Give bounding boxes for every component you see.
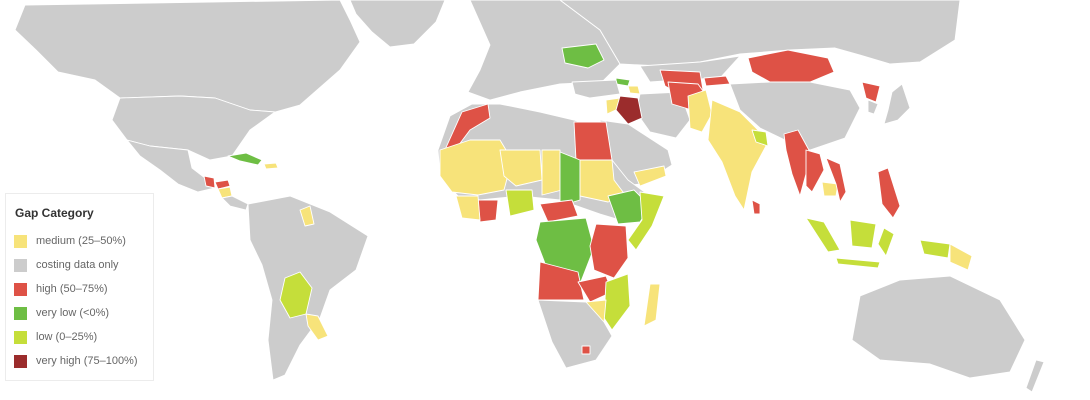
legend-label: low (0–25%) bbox=[36, 331, 98, 343]
legend-item-very-high[interactable]: very high (75–100%) bbox=[14, 349, 145, 373]
legend-swatch-very-high bbox=[14, 354, 27, 368]
pakistan[interactable] bbox=[687, 89, 713, 133]
niger[interactable] bbox=[499, 149, 543, 187]
armenia[interactable] bbox=[627, 85, 641, 95]
russia[interactable] bbox=[559, 0, 961, 67]
legend-label: high (50–75%) bbox=[36, 283, 108, 295]
central-america-south[interactable] bbox=[221, 195, 249, 211]
madagascar[interactable] bbox=[643, 283, 661, 327]
mozambique[interactable] bbox=[603, 273, 631, 331]
chad[interactable] bbox=[541, 149, 563, 196]
legend-label: costing data only bbox=[36, 259, 119, 271]
guyana[interactable] bbox=[299, 205, 315, 227]
indonesia-papua[interactable] bbox=[919, 239, 951, 259]
new-zealand[interactable] bbox=[1025, 359, 1045, 393]
turkey[interactable] bbox=[571, 79, 621, 99]
sudan[interactable] bbox=[559, 151, 581, 207]
yemen[interactable] bbox=[633, 165, 667, 187]
legend-label: very high (75–100%) bbox=[36, 355, 138, 367]
honduras[interactable] bbox=[214, 179, 231, 190]
hispaniola[interactable] bbox=[263, 162, 279, 170]
southern-africa[interactable] bbox=[537, 299, 613, 369]
sahel-west[interactable] bbox=[439, 139, 513, 196]
somalia[interactable] bbox=[627, 191, 665, 251]
vietnam[interactable] bbox=[825, 157, 847, 203]
north-korea[interactable] bbox=[861, 81, 881, 103]
australia[interactable] bbox=[851, 275, 1026, 379]
sri-lanka[interactable] bbox=[751, 199, 761, 215]
south-korea[interactable] bbox=[867, 99, 879, 115]
ghana-region[interactable] bbox=[455, 195, 481, 221]
legend-item-low[interactable]: low (0–25%) bbox=[14, 325, 145, 349]
myanmar[interactable] bbox=[783, 129, 811, 197]
legend-item-very-low[interactable]: very low (<0%) bbox=[14, 301, 145, 325]
philippines[interactable] bbox=[877, 167, 901, 219]
legend-title: Gap Category bbox=[15, 206, 94, 220]
legend-item-high[interactable]: high (50–75%) bbox=[14, 277, 145, 301]
canada[interactable] bbox=[14, 0, 361, 113]
legend-label: very low (<0%) bbox=[36, 307, 110, 319]
thailand[interactable] bbox=[805, 149, 825, 193]
iraq[interactable] bbox=[615, 95, 643, 125]
greenland[interactable] bbox=[349, 0, 446, 48]
legend-swatch-low bbox=[14, 330, 27, 344]
indonesia-sulawesi[interactable] bbox=[877, 227, 895, 257]
india[interactable] bbox=[707, 99, 767, 211]
ukraine[interactable] bbox=[561, 43, 605, 69]
east-africa[interactable] bbox=[589, 223, 629, 279]
japan[interactable] bbox=[883, 83, 911, 125]
cambodia[interactable] bbox=[821, 181, 839, 197]
china[interactable] bbox=[729, 81, 861, 151]
legend-item-costing-data-only[interactable]: costing data only bbox=[14, 253, 145, 277]
mongolia[interactable] bbox=[747, 49, 835, 83]
angola[interactable] bbox=[537, 261, 585, 301]
legend-label: medium (25–50%) bbox=[36, 235, 126, 247]
legend-item-medium[interactable]: medium (25–50%) bbox=[14, 229, 145, 253]
guatemala[interactable] bbox=[203, 175, 216, 189]
paraguay[interactable] bbox=[305, 313, 329, 341]
nigeria[interactable] bbox=[505, 189, 535, 217]
georgia[interactable] bbox=[615, 77, 631, 87]
kyrgyzstan-region[interactable] bbox=[703, 75, 731, 87]
indonesia-java[interactable] bbox=[835, 257, 881, 269]
indonesia-borneo[interactable] bbox=[849, 219, 877, 249]
indonesia-sumatra[interactable] bbox=[805, 217, 841, 253]
legend-swatch-costing-data-only bbox=[14, 258, 27, 272]
egypt[interactable] bbox=[573, 121, 613, 161]
lesotho[interactable] bbox=[581, 345, 591, 355]
legend: Gap Category medium (25–50%) costing dat… bbox=[5, 193, 154, 381]
legend-swatch-high bbox=[14, 282, 27, 296]
legend-swatch-medium bbox=[14, 234, 27, 248]
central-african-republic[interactable] bbox=[539, 199, 579, 223]
cuba[interactable] bbox=[227, 152, 263, 166]
papua-new-guinea[interactable] bbox=[949, 243, 973, 271]
ivory-coast[interactable] bbox=[477, 199, 499, 223]
bangladesh[interactable] bbox=[751, 129, 769, 147]
legend-swatch-very-low bbox=[14, 306, 27, 320]
